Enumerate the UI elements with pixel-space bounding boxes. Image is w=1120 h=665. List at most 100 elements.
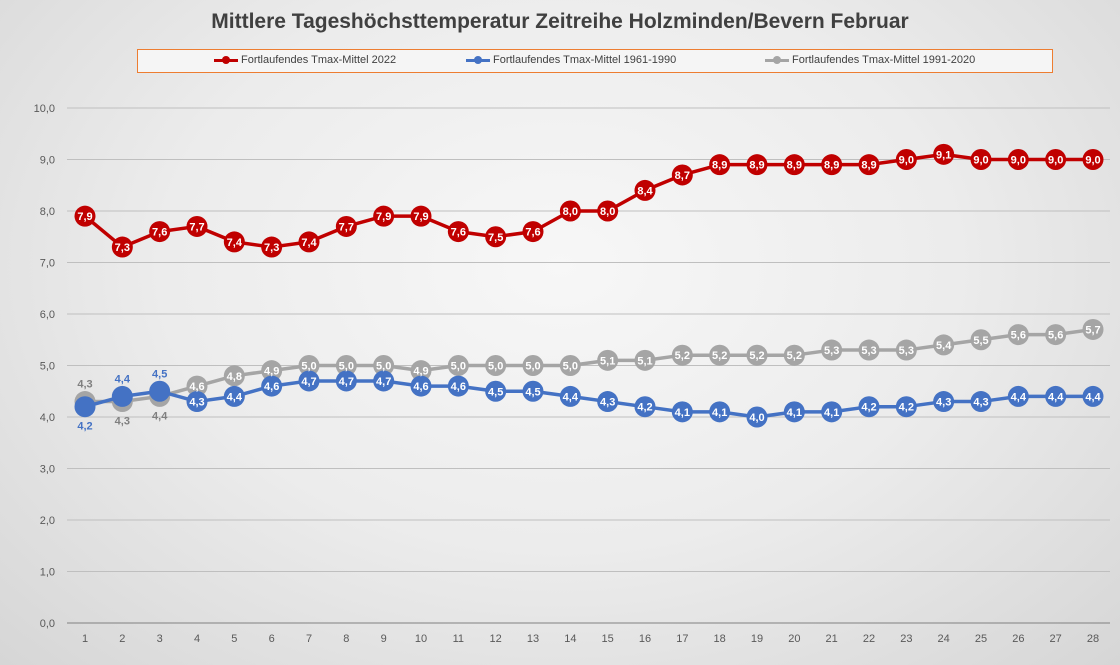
data-label: 4,3 <box>600 397 615 409</box>
x-tick-label: 26 <box>1012 633 1024 645</box>
x-tick-label: 19 <box>751 633 763 645</box>
y-tick-label: 7,0 <box>40 258 55 270</box>
data-label: 5,3 <box>899 345 914 357</box>
data-point <box>111 385 133 407</box>
data-label: 5,1 <box>600 355 615 367</box>
data-label: 8,4 <box>637 185 653 197</box>
data-point <box>186 215 208 237</box>
data-label: 4,7 <box>339 376 354 388</box>
data-label: 5,5 <box>973 335 988 347</box>
data-label: 7,9 <box>77 211 92 223</box>
data-point <box>1007 149 1029 170</box>
data-label: 5,0 <box>525 361 540 373</box>
data-point <box>149 380 171 402</box>
data-point <box>933 143 955 165</box>
data-point <box>1007 324 1029 346</box>
data-label: 4,2 <box>899 402 914 414</box>
data-point <box>1082 318 1104 340</box>
data-point <box>298 231 320 253</box>
data-label: 9,0 <box>1048 155 1063 167</box>
x-tick-label: 7 <box>306 633 312 645</box>
data-label: 4,9 <box>264 366 279 378</box>
data-label: 4,7 <box>301 376 316 388</box>
data-label: 7,6 <box>152 227 167 239</box>
data-label: 4,4 <box>152 410 168 422</box>
data-label: 4,2 <box>861 402 876 414</box>
data-label: 4,6 <box>264 381 279 393</box>
data-point <box>970 391 992 413</box>
x-tick-label: 2 <box>119 633 125 645</box>
x-tick-label: 18 <box>714 633 726 645</box>
data-point <box>821 154 843 176</box>
data-label: 5,3 <box>824 345 839 357</box>
data-point <box>671 401 693 423</box>
data-label: 4,3 <box>936 397 951 409</box>
data-label: 7,6 <box>525 227 540 239</box>
data-label: 4,9 <box>413 366 428 378</box>
data-point <box>709 344 731 366</box>
data-label: 4,8 <box>227 371 242 383</box>
data-label: 8,9 <box>712 160 727 172</box>
data-label: 5,3 <box>861 345 876 357</box>
data-label: 4,6 <box>413 381 428 393</box>
data-point <box>335 215 357 237</box>
data-label: 4,5 <box>488 386 503 398</box>
y-tick-label: 9,0 <box>40 155 55 167</box>
x-tick-label: 24 <box>938 633 950 645</box>
data-point <box>373 355 395 376</box>
data-point <box>298 355 320 376</box>
data-point <box>522 380 544 402</box>
data-label: 4,4 <box>1085 391 1101 403</box>
data-point <box>933 334 955 356</box>
data-point <box>485 380 507 402</box>
data-point <box>895 339 917 361</box>
data-point <box>522 221 544 243</box>
data-point <box>485 355 507 376</box>
data-point <box>410 375 432 397</box>
data-point <box>1045 149 1067 170</box>
data-point <box>111 236 133 258</box>
data-point <box>186 391 208 413</box>
data-point <box>522 355 544 376</box>
data-point <box>746 154 768 176</box>
data-label: 9,1 <box>936 149 951 161</box>
data-point <box>410 360 432 382</box>
data-point <box>821 339 843 361</box>
data-point <box>634 396 656 418</box>
data-label: 9,0 <box>1085 155 1100 167</box>
data-label: 5,0 <box>563 361 578 373</box>
data-point <box>559 355 581 376</box>
x-tick-label: 28 <box>1087 633 1099 645</box>
x-tick-label: 20 <box>788 633 800 645</box>
data-point <box>410 205 432 227</box>
data-point <box>373 205 395 227</box>
y-tick-label: 1,0 <box>40 567 55 579</box>
x-tick-label: 10 <box>415 633 427 645</box>
data-point <box>261 236 283 258</box>
legend-marker <box>466 55 490 64</box>
y-tick-label: 8,0 <box>40 206 55 218</box>
legend-item-2022: Fortlaufendes Tmax-Mittel 2022 <box>214 54 396 66</box>
x-tick-label: 8 <box>343 633 349 645</box>
data-point <box>821 401 843 423</box>
data-label: 8,9 <box>787 160 802 172</box>
data-point <box>671 344 693 366</box>
data-point <box>597 200 619 222</box>
data-label: 5,0 <box>301 361 316 373</box>
data-label: 8,9 <box>861 160 876 172</box>
data-label: 4,6 <box>451 381 466 393</box>
data-label: 4,2 <box>637 402 652 414</box>
data-point <box>858 396 880 418</box>
x-tick-label: 6 <box>269 633 275 645</box>
data-point <box>261 360 283 382</box>
x-tick-label: 16 <box>639 633 651 645</box>
data-point <box>1045 324 1067 346</box>
data-label: 4,5 <box>525 386 540 398</box>
data-label: 5,2 <box>749 350 764 362</box>
data-label: 4,4 <box>115 373 131 385</box>
chart-title: Mittlere Tageshöchsttemperatur Zeitreihe… <box>211 10 909 33</box>
data-label: 7,3 <box>115 242 130 254</box>
data-label: 5,7 <box>1085 324 1100 336</box>
data-point <box>74 205 96 227</box>
